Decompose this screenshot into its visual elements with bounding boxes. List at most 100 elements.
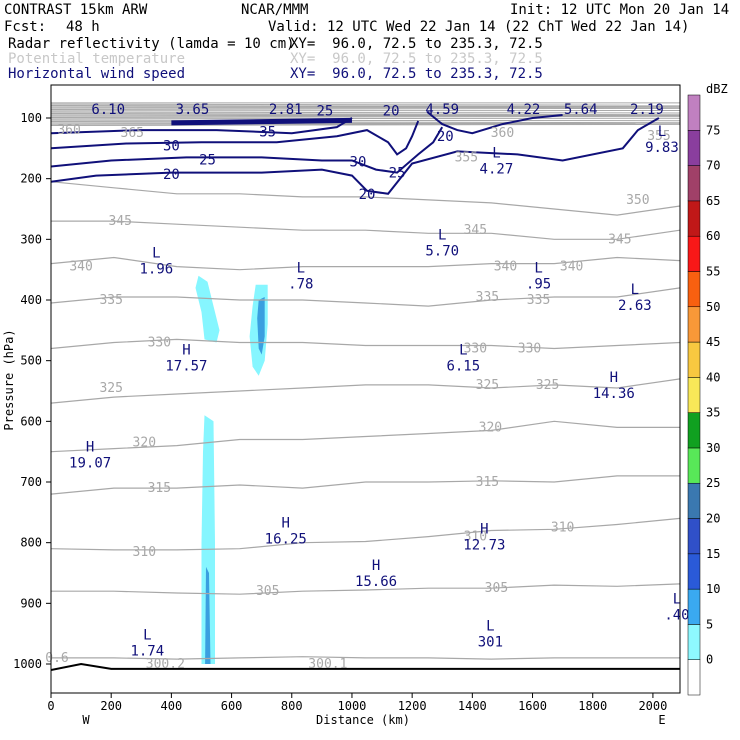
theta-label: 365 bbox=[121, 126, 144, 141]
hl-marker-symbol: L bbox=[297, 261, 305, 277]
theta-label: 310 bbox=[464, 530, 487, 545]
reflectivity-region-4 bbox=[205, 566, 211, 664]
hl-marker-value: 301 bbox=[478, 635, 503, 651]
theta-label: 345 bbox=[608, 232, 631, 247]
theta-label: 350 bbox=[626, 193, 649, 208]
theta-label: 335 bbox=[476, 290, 499, 305]
hl-marker-value: 16.25 bbox=[265, 532, 307, 548]
colorbar-label: 30 bbox=[706, 441, 720, 455]
wind-contour-35-3 bbox=[51, 117, 353, 135]
hl-marker-value: .78 bbox=[288, 277, 313, 293]
field-3-xy: XY= 96.0, 72.5 to 235.3, 72.5 bbox=[290, 66, 543, 82]
reflectivity-region-2 bbox=[257, 297, 265, 355]
theta-contour-340 bbox=[51, 256, 680, 271]
field-3-name: Horizontal wind speed bbox=[8, 66, 186, 82]
hl-marker-symbol: H bbox=[372, 558, 380, 574]
x-right-end-label: E bbox=[658, 713, 665, 727]
wind-label: 30 bbox=[350, 155, 367, 171]
wind-label: 20 bbox=[163, 167, 180, 183]
theta-upper-line bbox=[51, 113, 680, 116]
hl-marker-value: 2.63 bbox=[618, 298, 652, 314]
hl-marker-symbol: L bbox=[631, 282, 639, 298]
theta-label: 345 bbox=[464, 223, 487, 238]
upper-value-label: 6.10 bbox=[91, 102, 125, 118]
theta-label: 300.1 bbox=[308, 657, 347, 672]
hl-marker-symbol: L bbox=[658, 124, 666, 140]
wind-contour-30-2 bbox=[51, 120, 420, 156]
theta-label: 340 bbox=[69, 260, 92, 275]
x-left-end-label: W bbox=[82, 713, 90, 727]
theta-upper-line bbox=[51, 115, 680, 117]
hl-marker-value: 5.70 bbox=[425, 243, 459, 259]
hl-marker-symbol: H bbox=[182, 343, 190, 359]
x-tick-label: 400 bbox=[161, 699, 183, 713]
fcst-value: 48 h bbox=[66, 19, 100, 35]
hl-marker-symbol: L bbox=[486, 619, 494, 635]
theta-label: 320 bbox=[133, 436, 156, 451]
hl-marker-symbol: L bbox=[673, 591, 681, 607]
field-1-xy: XY= 96.0, 72.5 to 235.3, 72.5 bbox=[290, 36, 543, 52]
colorbar-swatch bbox=[687, 518, 701, 555]
colorbar-swatch bbox=[687, 235, 701, 272]
field-2-name: Potential temperature bbox=[8, 51, 186, 67]
colorbar-label: 45 bbox=[706, 335, 720, 349]
wind-label: 20 bbox=[383, 104, 400, 120]
hl-marker-value: 1.96 bbox=[139, 262, 173, 278]
theta-label: 310 bbox=[133, 545, 156, 560]
theta-label: 325 bbox=[476, 378, 499, 393]
colorbar-label: 25 bbox=[706, 476, 720, 490]
theta-contour-310 bbox=[51, 517, 680, 551]
hl-marker-symbol: H bbox=[86, 440, 94, 456]
colorbar-label: 40 bbox=[706, 370, 720, 384]
x-tick-label: 800 bbox=[281, 699, 303, 713]
colorbar-label: 35 bbox=[706, 406, 720, 420]
hl-marker-symbol: L bbox=[459, 343, 467, 359]
theta-label: 300.2 bbox=[146, 657, 185, 672]
theta-upper-line bbox=[51, 115, 680, 119]
wind-contour-25-1 bbox=[51, 126, 444, 174]
x-tick-label: 1200 bbox=[398, 699, 427, 713]
y-tick-label: 800 bbox=[20, 536, 42, 550]
init-time: Init: 12 UTC Mon 20 Jan 14 bbox=[510, 2, 730, 18]
x-tick-label: 2000 bbox=[638, 699, 667, 713]
hl-marker-symbol: L bbox=[534, 261, 542, 277]
hl-marker-symbol: H bbox=[610, 370, 618, 386]
theta-contour-350 bbox=[51, 181, 680, 216]
colorbar-swatch bbox=[687, 553, 701, 590]
wind-label: 20 bbox=[359, 187, 376, 203]
colorbar-swatch bbox=[687, 165, 701, 202]
x-tick-label: 200 bbox=[100, 699, 122, 713]
x-axis-label: Distance (km) bbox=[316, 713, 410, 727]
theta-label: 330 bbox=[464, 342, 487, 357]
colorbar-label: 50 bbox=[706, 300, 720, 314]
hl-marker-symbol: H bbox=[282, 516, 290, 532]
org-name: NCAR/MMM bbox=[241, 2, 309, 18]
theta-contour-320 bbox=[51, 420, 680, 453]
hl-marker-symbol: H bbox=[480, 522, 488, 538]
y-tick-label: 400 bbox=[20, 293, 42, 307]
colorbar-swatch bbox=[687, 94, 701, 131]
theta-upper-line bbox=[51, 111, 680, 114]
field-2-xy: XY= 96.0, 72.5 to 235.3, 72.5 bbox=[290, 51, 543, 67]
hl-marker-value: 19.07 bbox=[69, 456, 111, 472]
theta-upper-line bbox=[51, 121, 680, 124]
theta-label: 345 bbox=[108, 214, 131, 229]
hl-marker-value: .40 bbox=[664, 607, 689, 623]
colorbar-swatch bbox=[687, 482, 701, 519]
theta-label: 315 bbox=[476, 475, 499, 490]
hl-marker-symbol: L bbox=[152, 246, 160, 262]
colorbar-label: 20 bbox=[706, 512, 720, 526]
theta-contour-325 bbox=[51, 378, 680, 404]
wind-label: 35 bbox=[259, 124, 276, 140]
y-tick-label: 300 bbox=[20, 232, 42, 246]
theta-label: 325 bbox=[536, 378, 559, 393]
theta-upper-line bbox=[51, 107, 680, 111]
hl-marker-value: 17.57 bbox=[165, 359, 207, 375]
theta-contour-305 bbox=[51, 583, 680, 595]
fcst-label: Fcst: bbox=[4, 19, 47, 35]
theta-label: 355 bbox=[455, 150, 478, 165]
hl-marker-value: 14.36 bbox=[593, 386, 635, 402]
hl-marker-value: .95 bbox=[526, 277, 551, 293]
upper-value-label: 4.22 bbox=[507, 102, 541, 118]
theta-label: 340 bbox=[494, 260, 517, 275]
